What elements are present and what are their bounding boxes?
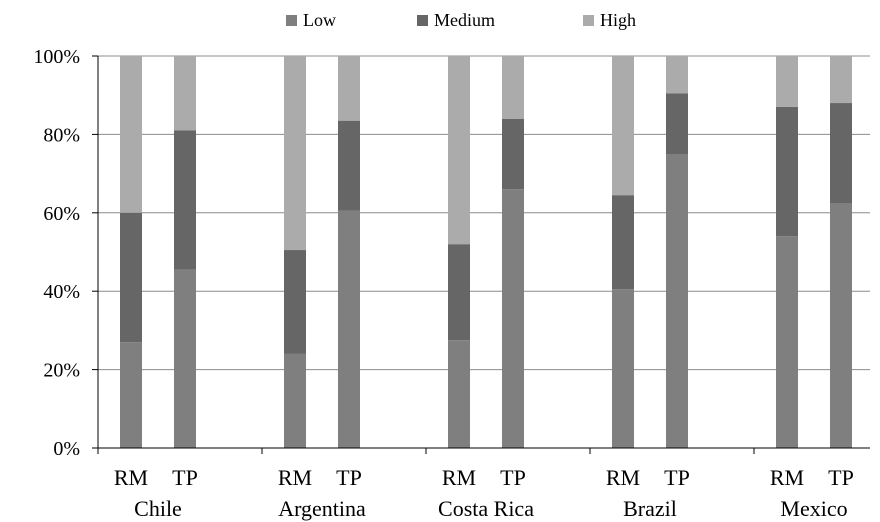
bar-mexico-rm-medium	[776, 106, 798, 237]
bars	[120, 56, 852, 448]
y-tick-label-60: 60%	[43, 203, 80, 225]
bar-costa-rica-tp-low	[502, 189, 524, 448]
bar-mexico-tp-medium	[830, 103, 852, 203]
x-bar-label-mexico-rm: RM	[770, 465, 804, 490]
legend-swatch-low	[286, 15, 297, 26]
x-group-label-brazil: Brazil	[623, 496, 677, 521]
x-bar-label-brazil-rm: RM	[606, 465, 640, 490]
bar-chile-rm-low	[120, 342, 142, 448]
bar-argentina-tp-medium	[338, 120, 360, 211]
bar-mexico-rm-low	[776, 236, 798, 448]
legend-swatch-high	[583, 15, 594, 26]
bar-argentina-tp-low	[338, 210, 360, 448]
bar-brazil-rm-low	[612, 289, 634, 448]
y-tick-label-20: 20%	[43, 360, 80, 382]
x-bar-label-chile-rm: RM	[114, 465, 148, 490]
bar-chile-tp-medium	[174, 130, 196, 270]
y-tick-labels: 0% 20% 40% 60% 80% 100%	[33, 46, 80, 460]
bar-mexico-tp-high	[830, 56, 852, 104]
x-bar-label-costa-rica-rm: RM	[442, 465, 476, 490]
x-group-label-mexico: Mexico	[780, 496, 847, 521]
x-group-label-chile: Chile	[134, 496, 182, 521]
x-bar-label-mexico-tp: TP	[828, 465, 854, 490]
bar-chile-rm-high	[120, 56, 142, 213]
bar-mexico-rm-high	[776, 56, 798, 107]
y-tick-label-40: 40%	[43, 281, 80, 303]
bar-brazil-tp-high	[666, 56, 688, 94]
y-tick-label-0: 0%	[53, 438, 80, 460]
bar-costa-rica-rm-medium	[448, 244, 470, 341]
x-bar-label-costa-rica-tp: TP	[500, 465, 526, 490]
bar-costa-rica-tp-high	[502, 56, 524, 119]
axes	[92, 55, 870, 454]
bar-costa-rica-tp-medium	[502, 118, 524, 190]
x-category-labels: RM TP Chile RM TP Argentina RM TP Costa Rica RM TP…	[114, 465, 854, 521]
x-group-label-argentina: Argentina	[278, 496, 366, 521]
gridlines	[98, 55, 870, 449]
x-bar-label-brazil-tp: TP	[664, 465, 690, 490]
bar-chile-tp-high	[174, 56, 196, 131]
legend-label-medium: Medium	[434, 10, 495, 30]
bar-argentina-rm-low	[284, 353, 306, 448]
legend-label-low: Low	[303, 10, 336, 30]
bar-brazil-tp-medium	[666, 93, 688, 154]
x-bar-label-argentina-tp: TP	[336, 465, 362, 490]
bar-chile-tp-low	[174, 269, 196, 448]
y-tick-label-80: 80%	[43, 124, 80, 146]
x-bar-label-argentina-rm: RM	[278, 465, 312, 490]
bar-chile-rm-medium	[120, 212, 142, 343]
y-tick-label-100: 100%	[33, 46, 80, 68]
legend: Low Medium High	[286, 10, 636, 30]
x-bar-label-chile-tp: TP	[172, 465, 198, 490]
bar-argentina-rm-high	[284, 56, 306, 251]
x-group-label-costa-rica: Costa Rica	[438, 496, 534, 521]
bar-argentina-rm-medium	[284, 250, 306, 354]
bar-brazil-rm-high	[612, 56, 634, 196]
bar-costa-rica-rm-low	[448, 340, 470, 448]
bar-brazil-tp-low	[666, 154, 688, 448]
bar-argentina-tp-high	[338, 56, 360, 121]
bar-costa-rica-rm-high	[448, 56, 470, 245]
legend-swatch-medium	[417, 15, 428, 26]
bar-brazil-rm-medium	[612, 195, 634, 290]
legend-label-high: High	[600, 10, 636, 30]
bar-mexico-tp-low	[830, 203, 852, 448]
